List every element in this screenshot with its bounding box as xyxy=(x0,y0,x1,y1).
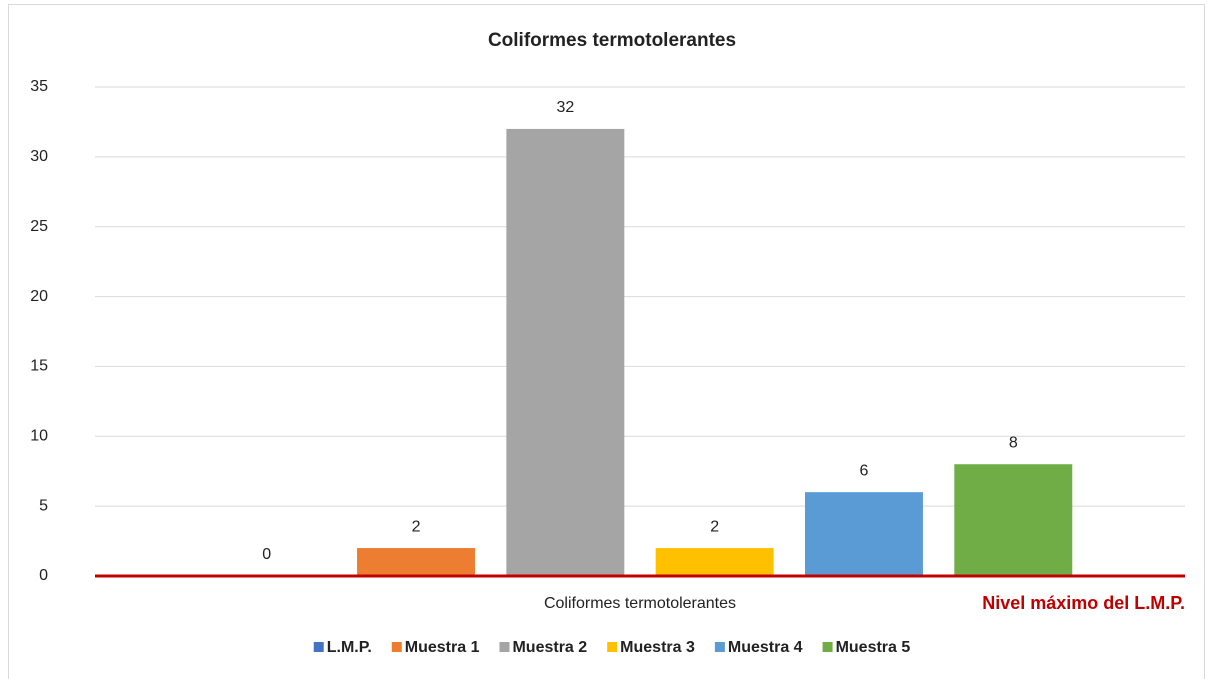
y-tick-label: 20 xyxy=(30,288,48,305)
y-tick-label: 35 xyxy=(30,78,48,95)
value-label: 0 xyxy=(262,546,271,563)
bar xyxy=(506,128,625,576)
legend-swatch xyxy=(822,642,833,652)
limit-label: Nivel máximo del L.M.P. xyxy=(982,593,1185,613)
legend-label: Muestra 5 xyxy=(836,639,911,656)
y-tick-label: 0 xyxy=(39,567,48,584)
legend-swatch xyxy=(499,642,510,652)
value-label: 6 xyxy=(860,462,869,479)
value-label: 2 xyxy=(710,518,719,535)
bar xyxy=(655,548,774,576)
bar xyxy=(804,492,923,576)
value-label: 8 xyxy=(1009,434,1018,451)
legend-swatch xyxy=(607,642,618,652)
legend-label: Muestra 1 xyxy=(405,639,480,656)
legend-label: Muestra 4 xyxy=(728,639,803,656)
x-tick-label: Coliformes termotolerantes xyxy=(544,595,736,612)
legend-label: Muestra 2 xyxy=(512,639,587,656)
y-tick-label: 30 xyxy=(30,148,48,165)
y-tick-label: 10 xyxy=(30,428,48,445)
chart-title: Coliformes termotolerantes xyxy=(488,30,736,51)
y-tick-label: 25 xyxy=(30,218,48,235)
y-tick-label: 5 xyxy=(39,497,48,514)
legend-swatch xyxy=(391,642,402,652)
y-tick-label: 15 xyxy=(30,358,48,375)
legend-label: L.M.P. xyxy=(327,639,372,656)
value-label: 2 xyxy=(412,518,421,535)
legend-swatch xyxy=(313,642,324,652)
bar xyxy=(357,548,476,576)
bar xyxy=(954,464,1073,576)
legend-label: Muestra 3 xyxy=(620,639,695,656)
legend-swatch xyxy=(714,642,725,652)
value-label: 32 xyxy=(556,99,574,116)
